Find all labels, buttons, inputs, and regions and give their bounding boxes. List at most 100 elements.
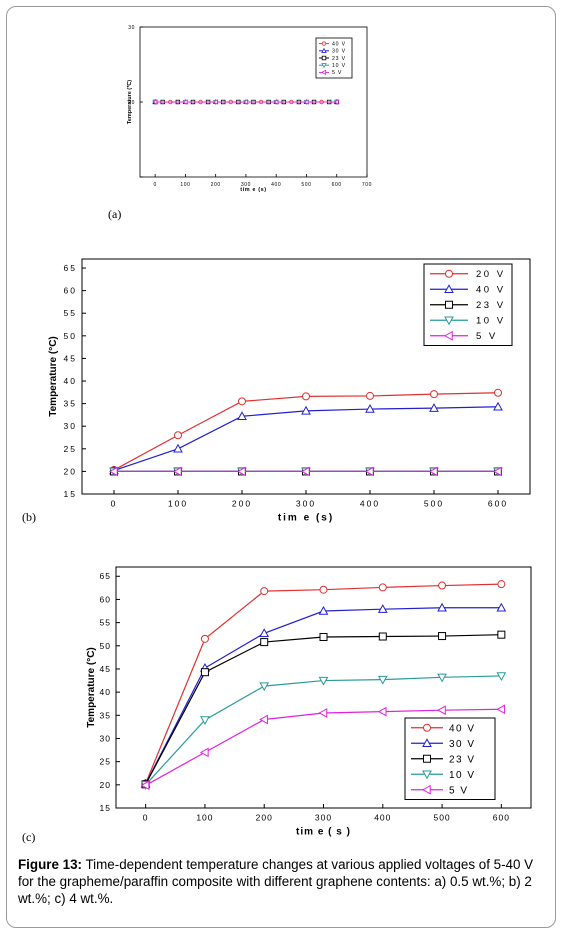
y-tick-label: 40	[64, 376, 77, 386]
data-point	[496, 602, 507, 612]
y-tick-label: 20	[128, 100, 135, 106]
legend-marker	[423, 754, 431, 763]
x-tick-label: 400	[271, 182, 281, 188]
data-point	[319, 632, 328, 641]
data-point	[430, 390, 438, 399]
data-point	[366, 391, 374, 400]
data-point	[377, 675, 388, 685]
legend-marker	[444, 316, 454, 326]
x-tick-label: 500	[424, 499, 444, 509]
legend-label: 5 V	[476, 331, 498, 342]
legend-label: 5 V	[449, 785, 469, 796]
legend-marker	[321, 63, 327, 69]
y-tick-label: 25	[64, 444, 77, 454]
x-tick-label: 100	[196, 813, 213, 823]
y-tick-label: 45	[100, 664, 111, 674]
legend-entry: 5 V	[319, 69, 341, 76]
series-40v	[109, 401, 503, 475]
y-tick-label: 50	[64, 331, 77, 341]
legend-entry: 40 V	[319, 41, 345, 47]
data-point	[108, 466, 118, 477]
x-tick-label: 300	[315, 813, 332, 823]
y-tick-label: 45	[64, 353, 77, 363]
legend-entry: 10 V	[411, 770, 476, 781]
legend-entry: 30 V	[411, 738, 476, 750]
data-point	[200, 668, 209, 677]
data-point	[318, 708, 328, 718]
legend-label: 30 V	[449, 739, 476, 750]
chart-c-svg: 0 100 200 300 400 500 600 15 20 25 30 35 40 45 50 55 60 6…	[86, 566, 532, 838]
legend-marker	[422, 770, 432, 780]
legend-entry: 40 V	[430, 284, 503, 296]
data-point	[497, 630, 506, 639]
series-line	[113, 392, 499, 471]
data-point	[365, 403, 375, 413]
data-point	[364, 466, 374, 477]
y-tick-label: 65	[64, 263, 77, 273]
data-point	[437, 705, 446, 716]
x-tick-label: 600	[488, 499, 508, 509]
data-point	[438, 581, 447, 590]
data-point	[199, 747, 209, 758]
data-point	[333, 99, 339, 105]
x-tick-label: 0	[153, 182, 156, 188]
legend-marker	[422, 738, 432, 747]
data-point	[378, 632, 387, 641]
y-tick-label: 30	[64, 421, 77, 431]
legend-marker	[321, 41, 327, 46]
legend-label: 10 V	[449, 770, 476, 781]
data-point	[302, 392, 310, 401]
figure-caption: Figure 13: Time-dependent temperature ch…	[18, 856, 548, 907]
y-tick-label: 55	[64, 308, 77, 318]
x-tick-label: 200	[211, 182, 221, 188]
y-axis-label: Temperature (°C)	[86, 647, 97, 728]
data-point	[378, 583, 387, 592]
data-point	[173, 443, 183, 453]
legend-label: 10 V	[332, 63, 346, 69]
series-5v	[152, 99, 339, 105]
data-point	[260, 587, 269, 596]
data-point	[437, 673, 447, 683]
data-point	[174, 431, 182, 440]
y-axis-label: Temperature (℃)	[126, 80, 133, 124]
y-axis-label: Temperature (°C)	[48, 336, 59, 417]
legend-marker	[444, 284, 454, 293]
legend-marker	[321, 47, 327, 53]
panel-label-a: (a)	[108, 207, 122, 221]
x-tick-label: 100	[168, 499, 188, 509]
data-point	[496, 672, 507, 681]
legend-entry: 40 V	[411, 723, 474, 734]
legend-marker	[321, 55, 327, 61]
data-point	[182, 99, 188, 105]
series-20v	[110, 388, 502, 475]
y-tick-label: 60	[64, 286, 77, 296]
data-point	[200, 716, 210, 725]
legend-entry: 23 V	[319, 55, 345, 62]
legend-entry: 5 V	[411, 784, 469, 796]
legend-entry: 30 V	[319, 47, 345, 55]
data-point	[236, 466, 246, 477]
panel-label-b: (b)	[22, 510, 36, 524]
data-point	[300, 466, 310, 477]
y-tick-label: 15	[64, 489, 77, 499]
series-5v	[108, 466, 502, 477]
data-point	[438, 632, 447, 641]
x-tick-label: 400	[374, 813, 391, 823]
legend-marker	[445, 269, 453, 278]
data-point	[237, 411, 247, 420]
x-axis-label: tim e ( s )	[296, 827, 351, 838]
x-tick-label: 400	[360, 499, 380, 509]
chart-b-svg: 0 100 200 300 400 500 600 15 20 25 30 35 40 45 50 55 60 6…	[48, 258, 531, 524]
y-tick-label: 55	[100, 618, 111, 628]
legend-entry: 10 V	[430, 316, 503, 327]
x-tick-label: 600	[332, 182, 342, 188]
x-tick-label: 100	[180, 182, 190, 188]
legend-entry: 10 V	[319, 63, 346, 69]
x-tick-label: 200	[232, 499, 252, 509]
data-point	[428, 466, 438, 477]
legend-label: 20 V	[476, 269, 506, 280]
legend-label: 23 V	[449, 754, 476, 765]
x-tick-label: 0	[143, 813, 149, 823]
y-tick-label: 30	[128, 25, 135, 31]
caption-label: Figure 13:	[18, 857, 82, 872]
